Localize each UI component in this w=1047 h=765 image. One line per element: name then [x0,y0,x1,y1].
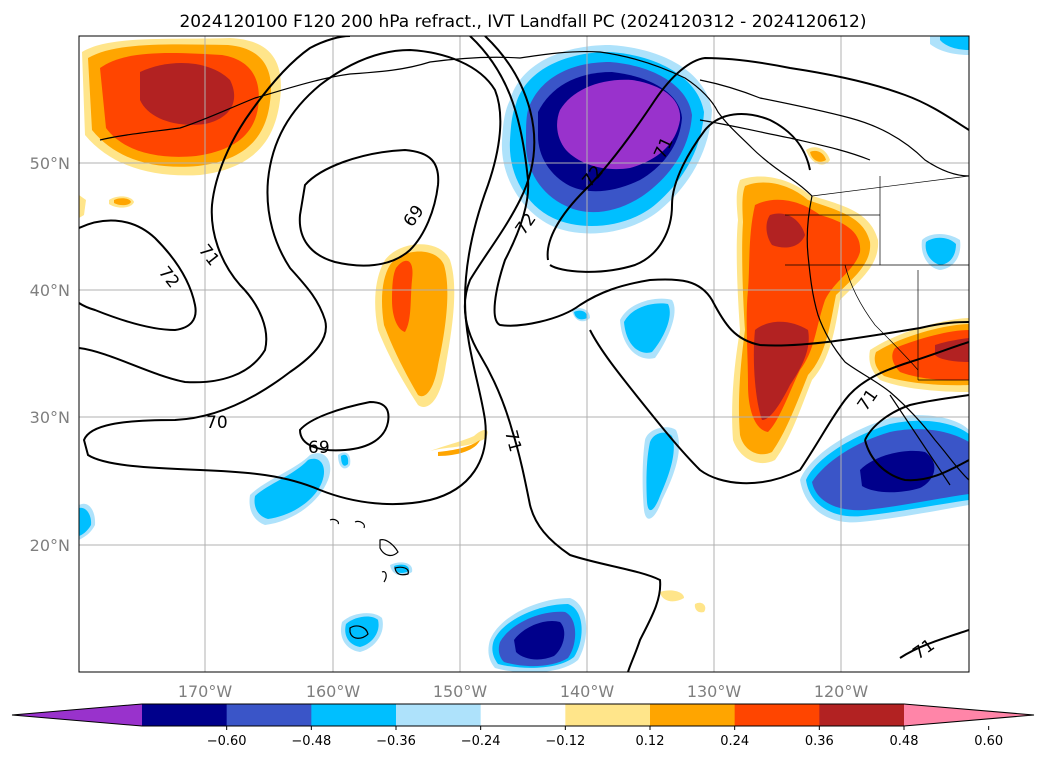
graticule [79,36,969,672]
colorbar-tick-label: 0.48 [890,734,919,749]
contour-line-69-south [298,400,390,452]
lon-label: 140°W [560,682,615,701]
colorbar-extend-max [904,704,1034,726]
contour-line-71-se [899,629,969,659]
colorbar-segment [565,704,651,726]
lat-label: 40°N [30,281,70,300]
longitude-labels: 170°W 160°W 150°W 140°W 130°W 120°W [178,682,869,701]
colorbar-tick-label: 0.24 [720,734,749,749]
colorbar-tick-label: −0.36 [376,734,416,749]
colorbar-tick-label: 0.12 [636,734,665,749]
map-area: 72 71 69 70 69 72 72 71 71 71 71 [79,36,969,672]
contour-line-71-ne [549,113,811,273]
colorbar-segment [819,704,905,726]
contour-line-71-west [79,36,351,384]
colorbar-tick-label: −0.24 [461,734,501,749]
latitude-labels: 50°N 40°N 30°N 20°N [30,154,70,555]
colorbar-tick-label: 0.60 [974,734,1003,749]
colorbar-segment [480,704,566,726]
lat-label: 30°N [30,408,70,427]
lat-label: 20°N [30,536,70,555]
lon-label: 120°W [814,682,869,701]
colorbar-segment [650,704,736,726]
contour-label-70: 70 [206,413,228,433]
colorbar-segment [396,704,482,726]
colorbar-segment [311,704,397,726]
lon-label: 170°W [178,682,233,701]
borders [785,175,969,381]
contour-line-69-north [298,148,440,267]
north-america-west-coast [806,195,969,481]
coastlines [99,50,969,639]
contour-line-72-mid [469,36,969,347]
contour-line-72-ne [546,56,969,261]
colorbar-outline [11,703,1035,727]
contour-line-71-mid [463,36,662,672]
colorbar-tick-label: −0.12 [545,734,585,749]
colorbar-segment [226,704,312,726]
lon-label: 130°W [687,682,742,701]
baja-coastline [889,394,951,486]
map-title: 2024120100 F120 200 hPa refract., IVT La… [179,12,866,32]
lat-label: 50°N [30,154,70,173]
contour-label-69-south: 69 [308,438,330,458]
contour-line-70 [82,48,502,506]
lon-label: 160°W [306,682,361,701]
anomaly-fields [79,36,969,672]
contour-line-71-east [589,329,969,485]
lon-label: 150°W [433,682,488,701]
colorbar-segment [142,704,228,726]
colorbar-tick-label: −0.60 [207,734,247,749]
colorbar: −0.60 −0.48 −0.36 −0.24 −0.12 0.12 0.24 0.36 0.4… [11,703,1035,749]
colorbar-segment [734,704,820,726]
colorbar-tick-label: −0.48 [291,734,331,749]
geopotential-contours [79,36,969,672]
colorbar-extend-min [12,704,142,726]
contour-line-72-west [79,219,197,332]
map-frame [78,35,970,673]
colorbar-tick-label: 0.36 [805,734,834,749]
alaska-coastline [99,50,813,197]
